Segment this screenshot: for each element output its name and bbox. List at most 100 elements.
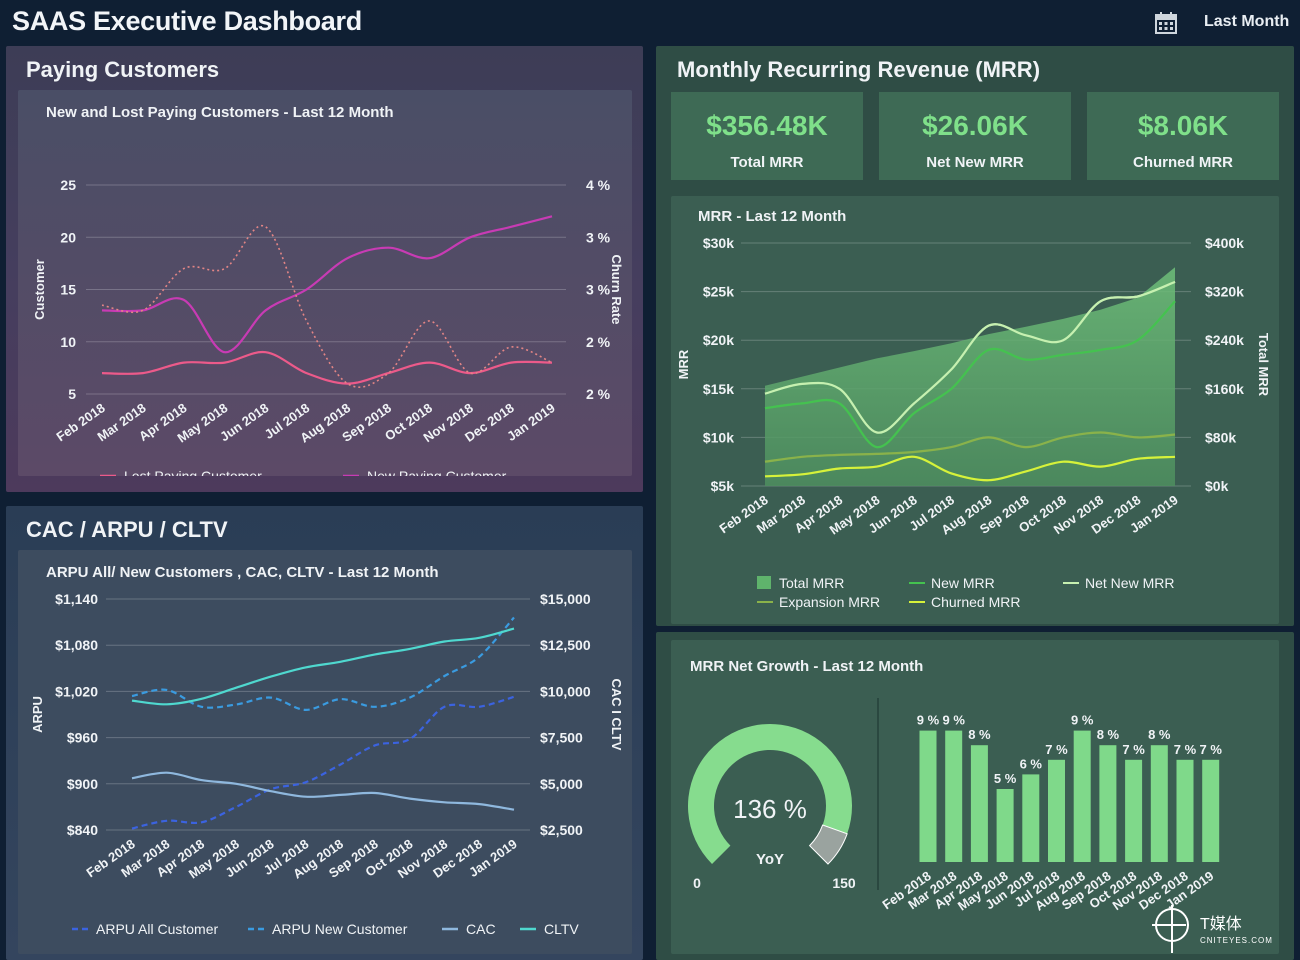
growth-bar — [1022, 774, 1040, 862]
y2-tick-label: 2 % — [586, 334, 611, 350]
series-line-2 — [101, 224, 553, 388]
y2-axis-label: Churn Rate — [609, 254, 624, 324]
y2-tick-label: $5,000 — [540, 776, 583, 792]
y2-tick-label: $15,000 — [540, 591, 591, 607]
y2-tick-label: 2 % — [586, 386, 611, 402]
growth-bar — [945, 730, 963, 862]
legend-swatch — [757, 576, 771, 589]
growth-bar-label: 7 % — [1045, 742, 1068, 757]
watermark-site: CNITEYES.COM — [1200, 936, 1273, 945]
growth-bar — [1073, 730, 1091, 862]
y-tick-label: $10k — [703, 429, 734, 445]
y-axis-label: MRR — [676, 349, 691, 379]
mrr-chart: $30k $400k $25k $320k $20k $240k $15k $160k $10k… — [676, 235, 1271, 610]
kpi-total-mrr: $356.48K Total MRR — [671, 92, 863, 180]
mrr-chart-title: MRR - Last 12 Month — [698, 208, 847, 225]
y2-tick-label: 3 % — [586, 282, 611, 298]
growth-bar-label: 8 % — [1097, 727, 1120, 742]
gauge-caption: YoY — [756, 851, 784, 868]
series-line-0 — [101, 350, 553, 385]
kpi-churned-mrr: $8.06K Churned MRR — [1087, 92, 1279, 180]
growth-bar-label: 5 % — [994, 771, 1017, 786]
y2-tick-label: $240k — [1205, 332, 1244, 348]
y2-tick-label: $0k — [1205, 478, 1229, 494]
growth-bar — [996, 789, 1014, 862]
growth-bar — [1125, 759, 1143, 862]
y-tick-label: 15 — [60, 282, 76, 298]
legend-label: Net New MRR — [1085, 575, 1174, 591]
mrr-chart-card: MRR - Last 12 Month $30k $400k $25k $320k $2… — [671, 196, 1279, 624]
paying-customers-chart: 25 4 % 20 3 % 15 3 % 10 2 % 5 2 % Customer Churn Ra… — [32, 177, 624, 476]
growth-bar-label: 7 % — [1122, 742, 1145, 757]
paying-customers-card: New and Lost Paying Customers - Last 12 … — [18, 90, 632, 476]
legend-label: Churned MRR — [931, 594, 1020, 610]
legend-label: CAC — [466, 921, 496, 937]
mrr-net-growth-card: MRR Net Growth - Last 12 Month 136 % YoY 0… — [671, 640, 1279, 954]
growth-bar-label: 7 % — [1174, 742, 1197, 757]
series-line-1 — [101, 215, 553, 354]
y2-tick-label: $7,500 — [540, 730, 583, 746]
total-mrr-area — [765, 267, 1175, 486]
growth-bar-label: 9 % — [942, 713, 965, 728]
kpi-churned-mrr-label: Churned MRR — [1133, 154, 1233, 171]
growth-bar — [1048, 759, 1065, 862]
cac-arpu-cltv-title: CAC / ARPU / CLTV — [26, 517, 228, 542]
series-line-top-1 — [764, 300, 1176, 449]
gauge-value-arc — [688, 724, 852, 864]
gauge-value-label: 136 % — [733, 794, 807, 824]
y-tick-label: $900 — [67, 776, 98, 792]
y-tick-label: $1,140 — [55, 591, 98, 607]
kpi-total-mrr-value: $356.48K — [706, 110, 828, 141]
paying-customers-title: Paying Customers — [26, 57, 220, 82]
top-bar: SAAS Executive Dashboard Last Month — [0, 0, 1300, 44]
y-axis-label: ARPU — [30, 696, 45, 733]
period-selector[interactable]: Last Month — [1204, 13, 1290, 30]
y-tick-label: 10 — [60, 334, 76, 350]
kpi-net-new-mrr-value: $26.06K — [922, 110, 1028, 141]
cac-arpu-cltv-panel: CAC / ARPU / CLTV ARPU All/ New Customer… — [6, 506, 643, 960]
growth-bar — [1202, 759, 1220, 862]
legend-label: ARPU All Customer — [96, 921, 218, 937]
kpi-net-new-mrr-label: Net New MRR — [926, 154, 1024, 171]
y2-tick-label: $10,000 — [540, 683, 591, 699]
series-line-1 — [131, 616, 515, 712]
y-tick-label: $15k — [703, 381, 734, 397]
y2-tick-label: $160k — [1205, 381, 1244, 397]
arpu-chart: $1,140 $15,000 $1,080 $12,500 $1,020 $10,000 $… — [30, 591, 624, 937]
dashboard-title: SAAS Executive Dashboard — [12, 6, 362, 36]
y-tick-label: $30k — [703, 235, 734, 251]
legend-label: CLTV — [544, 921, 579, 937]
series-line-2 — [131, 771, 515, 811]
paying-customers-panel: Paying Customers New and Lost Paying Cus… — [6, 46, 643, 492]
arpu-chart-title: ARPU All/ New Customers , CAC, CLTV - La… — [46, 564, 439, 581]
growth-bar — [1176, 759, 1194, 862]
y-axis-label: Customer — [32, 259, 47, 320]
series-line-0 — [131, 695, 515, 830]
y2-tick-label: 4 % — [586, 177, 611, 193]
mrr-net-growth-title: MRR Net Growth - Last 12 Month — [690, 658, 924, 675]
watermark-logo: T媒体 CNITEYES.COM — [1152, 905, 1273, 953]
y2-tick-label: $80k — [1205, 429, 1236, 445]
series-line-top-4 — [764, 455, 1176, 482]
legend-label: New Paying Customer — [367, 468, 507, 476]
legend-label: New MRR — [931, 575, 995, 591]
gauge-remaining-arc — [808, 824, 848, 865]
y-tick-label: $20k — [703, 332, 734, 348]
calendar-icon[interactable] — [1154, 11, 1178, 35]
y2-axis-label: CAC I CLTV — [609, 679, 624, 751]
growth-bar-label: 6 % — [1020, 756, 1043, 771]
kpi-churned-mrr-value: $8.06K — [1137, 110, 1229, 141]
legend-label: Lost Paying Customer — [124, 468, 262, 476]
kpi-net-new-mrr: $26.06K Net New MRR — [879, 92, 1071, 180]
growth-bar-label: 9 % — [1071, 713, 1094, 728]
legend-label: Expansion MRR — [779, 594, 880, 610]
legend-label: Total MRR — [779, 575, 844, 591]
y-tick-label: $1,020 — [55, 683, 98, 699]
y-tick-label: $5k — [711, 478, 735, 494]
y2-tick-label: $12,500 — [540, 637, 591, 653]
y-tick-label: $960 — [67, 730, 98, 746]
series-line-top-3 — [764, 431, 1176, 463]
kpi-total-mrr-label: Total MRR — [730, 154, 804, 171]
growth-bar — [970, 745, 988, 862]
